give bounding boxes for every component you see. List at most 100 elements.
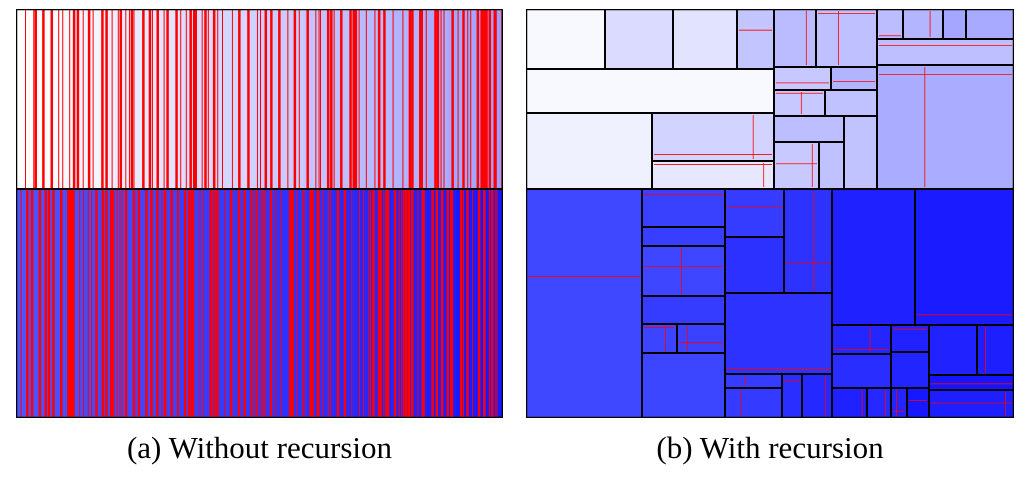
partition-cell	[781, 373, 803, 418]
partition-cell	[914, 188, 1014, 326]
panel-without-recursion	[16, 9, 503, 418]
boundary-line	[385, 189, 388, 418]
partition-cell	[815, 9, 878, 68]
boundary-line	[76, 9, 80, 189]
boundary-line	[212, 9, 216, 189]
panel-border	[16, 9, 503, 418]
boundary-line	[398, 189, 400, 418]
partition-cell	[942, 9, 967, 40]
boundary-line	[121, 189, 123, 418]
boundary-line	[488, 189, 490, 418]
boundary-line	[58, 9, 60, 189]
boundary-line	[199, 189, 201, 418]
partition-cell	[928, 374, 1014, 391]
boundary-line	[87, 9, 91, 189]
boundary-line	[247, 9, 250, 189]
stripe	[333, 189, 340, 418]
boundary-line	[50, 9, 54, 189]
boundary-line	[25, 9, 27, 189]
boundary-line	[365, 9, 367, 189]
boundary-line	[409, 189, 411, 418]
boundary-line	[327, 189, 329, 418]
boundary-line	[374, 9, 376, 189]
stripe	[310, 9, 327, 189]
boundary-line	[451, 9, 454, 189]
partition-cell	[724, 236, 785, 294]
boundary-line	[358, 9, 360, 189]
partition-cell	[831, 188, 916, 326]
partition-cell	[641, 245, 726, 297]
partition-cell	[876, 9, 904, 40]
partition-cell	[783, 188, 833, 294]
boundary-line	[47, 189, 51, 418]
boundary-line	[311, 189, 314, 418]
boundary-line	[68, 189, 71, 418]
boundary-line	[83, 189, 85, 418]
boundary-line	[425, 9, 427, 189]
boundary-line	[128, 9, 130, 189]
boundary-line	[408, 9, 412, 189]
boundary-line	[161, 189, 163, 418]
boundary-line	[377, 9, 381, 189]
boundary-line	[79, 189, 81, 418]
caption-with-recursion: (b) With recursion	[656, 430, 884, 465]
boundary-line	[493, 9, 497, 189]
boundary-line	[20, 189, 22, 418]
boundary-line	[211, 189, 213, 418]
partition-cell	[843, 115, 878, 190]
boundary-line	[260, 9, 262, 189]
boundary-line	[111, 189, 115, 418]
boundary-line	[368, 189, 370, 418]
partition-cell	[651, 112, 775, 162]
boundary-line	[419, 9, 422, 189]
boundary-line	[293, 9, 297, 189]
stripe	[29, 189, 39, 418]
partition-cell	[831, 353, 892, 389]
partition-cell	[928, 389, 1014, 418]
boundary-line	[420, 9, 423, 189]
caption-without-recursion: (a) Without recursion	[126, 430, 393, 465]
boundary-line	[318, 9, 320, 189]
stripe	[274, 189, 282, 418]
boundary-line	[130, 9, 134, 189]
boundary-line	[109, 189, 113, 418]
boundary-line	[191, 189, 195, 418]
boundary-line	[318, 189, 320, 418]
partition-cell	[724, 373, 783, 389]
partition-cell	[641, 352, 726, 418]
stripe	[360, 9, 394, 189]
boundary-line	[484, 9, 488, 189]
boundary-line	[209, 189, 213, 418]
boundary-line	[501, 9, 503, 189]
boundary-line	[192, 9, 196, 189]
boundary-line	[466, 189, 469, 418]
boundary-line	[213, 189, 216, 418]
boundary-line	[417, 189, 419, 418]
boundary-line	[156, 189, 159, 418]
partition-cell	[976, 324, 1014, 376]
partition-cell	[876, 64, 1014, 190]
partition-cell	[773, 66, 832, 91]
boundary-line	[326, 9, 330, 189]
stripe	[80, 189, 100, 418]
partition-cell	[890, 351, 930, 389]
boundary-line	[150, 189, 153, 418]
boundary-line	[411, 189, 414, 418]
boundary-line	[477, 189, 481, 418]
boundary-line	[217, 9, 219, 189]
boundary-line	[67, 189, 70, 418]
partition-cell	[736, 9, 775, 70]
boundary-line	[264, 9, 268, 189]
boundary-line	[463, 189, 465, 418]
boundary-line	[354, 9, 358, 189]
boundary-line	[340, 9, 343, 189]
boundary-line	[377, 189, 381, 418]
boundary-line	[132, 189, 136, 418]
boundary-line	[352, 9, 356, 189]
boundary-line	[407, 189, 410, 418]
boundary-line	[119, 189, 121, 418]
boundary-line	[476, 9, 480, 189]
boundary-line	[117, 9, 119, 189]
partition-cell	[818, 141, 845, 190]
boundary-line	[101, 189, 105, 418]
